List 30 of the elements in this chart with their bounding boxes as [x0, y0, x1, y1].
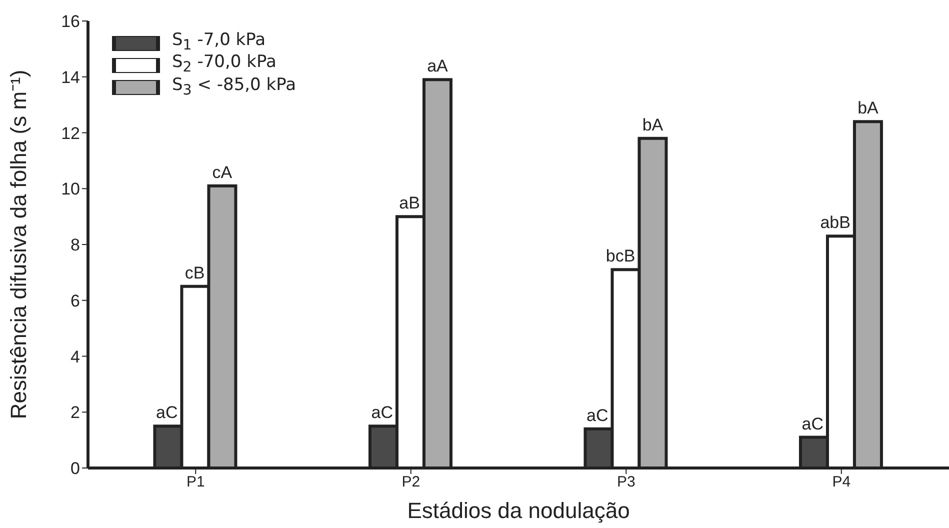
x-tick-label: P4: [832, 474, 851, 491]
legend-label: S$_{2}$ -70,0 kPa: [172, 52, 276, 76]
data-label: cA: [212, 162, 233, 182]
x-tick-label: P1: [186, 474, 205, 491]
data-label: bA: [858, 98, 880, 118]
legend-label: S$_{3}$ < -85,0 kPa: [172, 74, 296, 100]
x-tick-label: P2: [402, 474, 420, 491]
y-tick-label: 16: [61, 12, 80, 32]
x-axis-title: Estádios da nodulação: [407, 498, 630, 523]
y-tick-label: 0: [70, 459, 80, 478]
data-label: abB: [820, 213, 850, 232]
data-label: aC: [156, 403, 178, 422]
data-label: aC: [586, 406, 608, 425]
y-tick-label: 12: [61, 124, 80, 143]
data-label: aC: [802, 414, 824, 434]
y-tick-label: 10: [61, 180, 80, 199]
data-label: aA: [427, 56, 449, 76]
data-label: bA: [642, 115, 664, 134]
data-label: aB: [399, 194, 420, 213]
y-tick-label: 4: [70, 347, 80, 366]
y-tick-label: 2: [70, 403, 80, 422]
y-tick-label: 14: [61, 68, 80, 87]
y-axis-title: Resistência difusiva da folha (s m⁻¹): [6, 70, 31, 420]
data-label: aC: [371, 403, 393, 422]
y-tick-label: 8: [70, 236, 80, 255]
data-label: cB: [184, 263, 205, 282]
data-label: bcB: [606, 246, 636, 266]
y-tick-label: 6: [70, 291, 80, 310]
legend-label: S$_{1}$ -7,0 kPa: [172, 30, 266, 54]
x-tick-label: P3: [616, 474, 636, 491]
